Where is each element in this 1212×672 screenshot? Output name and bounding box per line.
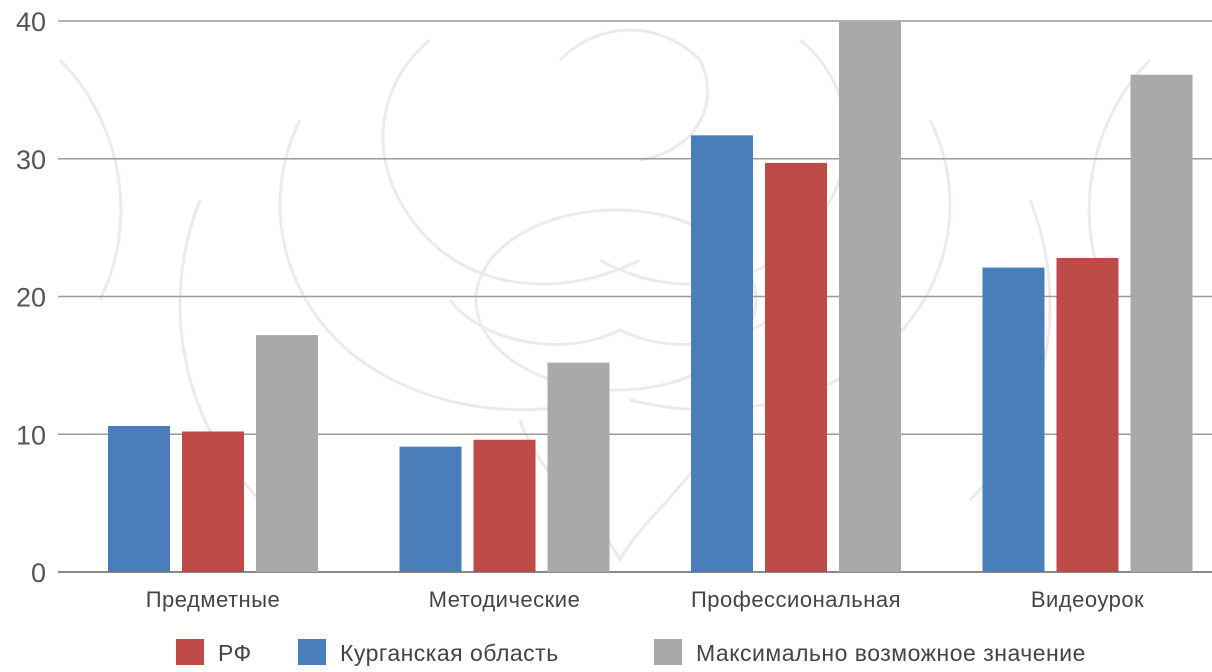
y-tick-label: 0 <box>31 558 46 588</box>
y-tick-label: 30 <box>16 145 46 175</box>
bar-Видеоурок-Максимально возможное значение <box>1130 74 1193 572</box>
bar-Профессиональная-Курганская область <box>691 135 753 572</box>
bar-Предметные-Максимально возможное значение <box>256 335 318 572</box>
legend-swatch <box>298 639 326 665</box>
bar-Методические-Максимально возможное значение <box>547 362 610 572</box>
legend-swatch <box>654 639 682 665</box>
bar-Предметные-РФ <box>182 431 244 572</box>
x-category-label: Методические <box>429 587 581 612</box>
x-category-label: Видеоурок <box>1031 587 1144 612</box>
legend: РФ Курганская область Максимально возможно… <box>176 639 1086 666</box>
x-category-label: Предметные <box>146 587 281 612</box>
bars <box>108 21 1193 572</box>
bar-Профессиональная-РФ <box>765 162 827 572</box>
y-tick-label: 10 <box>16 420 46 450</box>
bar-Методические-Курганская область <box>399 446 462 572</box>
bar-Методические-РФ <box>473 439 536 572</box>
bar-Предметные-Курганская область <box>108 425 170 572</box>
y-tick-label: 40 <box>16 7 46 37</box>
legend-label: РФ <box>218 640 252 666</box>
bar-Видеоурок-РФ <box>1056 257 1119 572</box>
legend-swatch <box>176 639 204 665</box>
bar-Профессиональная-Максимально возможное значение <box>839 21 901 572</box>
x-category-label: Профессиональная <box>691 587 901 612</box>
x-axis-categories: Предметные Методические Профессиональная Ви… <box>146 587 1144 612</box>
bar-Видеоурок-Курганская область <box>982 267 1045 572</box>
y-tick-label: 20 <box>16 283 46 313</box>
y-axis-ticks: 0 10 20 30 40 <box>16 7 46 588</box>
legend-label: Максимально возможное значение <box>696 640 1086 666</box>
legend-label: Курганская область <box>340 640 559 666</box>
